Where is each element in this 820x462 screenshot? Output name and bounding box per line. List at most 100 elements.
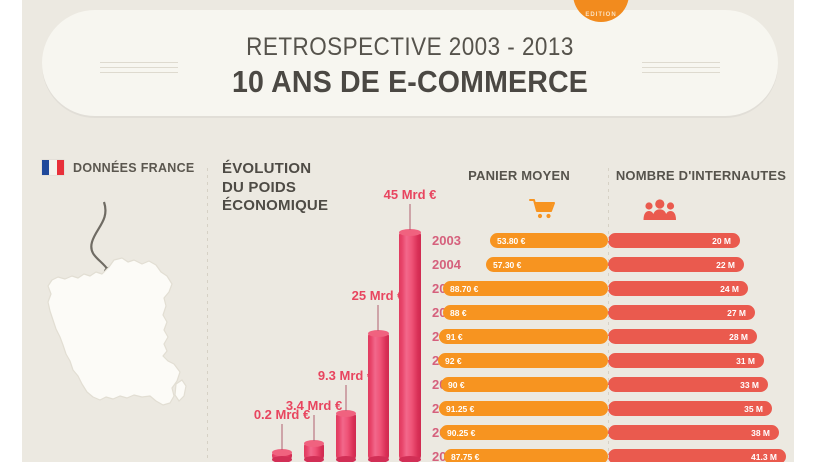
table-row: 201190.25 €38 M bbox=[430, 422, 794, 446]
row-year-label: 2004 bbox=[432, 257, 461, 272]
bar-leader-line bbox=[377, 305, 379, 331]
nombre-internautes-value: 22 M bbox=[716, 259, 735, 270]
table-icon-row bbox=[430, 196, 794, 222]
edition-badge-label: EDITION bbox=[585, 12, 617, 18]
edition-badge: EDITION bbox=[573, 0, 629, 22]
decorative-lines-left bbox=[100, 62, 178, 75]
header-titles: RETROSPECTIVE 2003 - 2013 10 ANS DE E-CO… bbox=[42, 32, 778, 100]
divider-right bbox=[608, 168, 609, 462]
nombre-internautes-value: 33 M bbox=[740, 379, 759, 390]
nombre-internautes-value: 35 M bbox=[744, 403, 763, 414]
divider-left bbox=[207, 168, 208, 462]
people-group-icon bbox=[608, 196, 794, 222]
panier-moyen-bar: 90 € bbox=[441, 377, 608, 392]
panier-moyen-value: 53.80 € bbox=[497, 235, 526, 246]
nombre-internautes-bar: 28 M bbox=[608, 329, 757, 344]
table-row: 200791 €28 M bbox=[430, 326, 794, 350]
nombre-internautes-value: 20 M bbox=[712, 235, 731, 246]
nombre-internautes-value: 27 M bbox=[727, 307, 746, 318]
bar-value-label: 0.2 Mrd € bbox=[253, 407, 311, 422]
panier-moyen-value: 57.30 € bbox=[493, 259, 522, 270]
nombre-internautes-bar: 27 M bbox=[608, 305, 755, 320]
bar-chart: 0.2 Mrd €20033.4 Mrd €20059.3 Mrd €20072… bbox=[222, 160, 436, 462]
france-panel-label: DONNÉES FRANCE bbox=[73, 160, 195, 175]
shopping-cart-icon bbox=[430, 196, 608, 222]
chart-title-line-1: ÉVOLUTION bbox=[222, 160, 312, 177]
bar bbox=[336, 410, 356, 462]
bar-value-label: 9.3 Mrd € bbox=[317, 368, 375, 383]
row-year-label: 2003 bbox=[432, 233, 461, 248]
panier-moyen-bar: 88.70 € bbox=[443, 281, 608, 296]
nombre-internautes-bar: 38 M bbox=[608, 425, 779, 440]
bar-value-label: 3.4 Mrd € bbox=[285, 398, 343, 413]
bar-group: 45 Mrd €2013 bbox=[384, 162, 436, 462]
table-row: 200688 €27 M bbox=[430, 302, 794, 326]
panier-moyen-bar: 57.30 € bbox=[486, 257, 608, 272]
table-row: 2003 53.80 € 20 M bbox=[430, 230, 794, 254]
stats-table: PANIER MOYEN NOMBRE D'INTERNAUTES bbox=[430, 160, 794, 462]
bar-leader-line bbox=[409, 204, 411, 230]
panier-moyen-bar: 87.75 € bbox=[444, 449, 608, 462]
bar-group: 3.4 Mrd €2005 bbox=[286, 373, 342, 462]
bar-value-label: 45 Mrd € bbox=[383, 187, 437, 202]
panier-moyen-value: 88.70 € bbox=[450, 283, 479, 294]
table-row: 201091.25 €35 M bbox=[430, 398, 794, 422]
bar-group: 9.3 Mrd €2007 bbox=[318, 343, 374, 462]
france-map-silhouette bbox=[47, 201, 187, 406]
panier-moyen-value: 87.75 € bbox=[451, 451, 480, 462]
nombre-internautes-bar: 41.3 M bbox=[608, 449, 786, 462]
bar-group: 0.2 Mrd €2003 bbox=[254, 382, 310, 462]
panier-moyen-bar: 92 € bbox=[438, 353, 608, 368]
nombre-internautes-bar: 31 M bbox=[608, 353, 764, 368]
nombre-internautes-value: 38 M bbox=[751, 427, 770, 438]
bar-group: 25 Mrd €2010 bbox=[352, 263, 404, 462]
nombre-internautes-value: 31 M bbox=[736, 355, 755, 366]
panier-moyen-bar: 53.80 € bbox=[490, 233, 608, 248]
france-header: DONNÉES FRANCE bbox=[30, 160, 206, 175]
panier-moyen-bar: 90.25 € bbox=[440, 425, 608, 440]
nombre-internautes-value: 28 M bbox=[729, 331, 748, 342]
nombre-internautes-value: 41.3 M bbox=[751, 451, 777, 462]
header-card: RETROSPECTIVE 2003 - 2013 10 ANS DE E-CO… bbox=[42, 10, 778, 116]
panier-moyen-bar: 91.25 € bbox=[439, 401, 608, 416]
bar-value-label: 25 Mrd € bbox=[351, 288, 405, 303]
nombre-internautes-value: 24 M bbox=[720, 283, 739, 294]
panier-moyen-value: 91.25 € bbox=[446, 403, 475, 414]
column-header-panier-moyen: PANIER MOYEN bbox=[468, 168, 570, 183]
nombre-internautes-bar: 22 M bbox=[608, 257, 744, 272]
table-row: 200588.70 €24 M bbox=[430, 278, 794, 302]
france-panel: DONNÉES FRANCE bbox=[30, 160, 206, 462]
bar-leader-line bbox=[281, 424, 283, 450]
decorative-lines-right bbox=[642, 62, 720, 75]
panier-moyen-value: 88 € bbox=[450, 307, 467, 318]
table-row: 200892 €31 M bbox=[430, 350, 794, 374]
panier-moyen-bar: 91 € bbox=[439, 329, 608, 344]
panier-moyen-value: 91 € bbox=[446, 331, 463, 342]
panier-moyen-value: 92 € bbox=[445, 355, 462, 366]
table-row: 2004 57.30 € 22 M bbox=[430, 254, 794, 278]
panier-moyen-bar: 88 € bbox=[443, 305, 608, 320]
page-title: 10 ANS DE E-COMMERCE bbox=[231, 64, 589, 99]
chart-title-line-2: DU POIDS bbox=[222, 178, 297, 196]
page-subtitle: RETROSPECTIVE 2003 - 2013 bbox=[246, 33, 574, 61]
bar-leader-line bbox=[313, 415, 315, 441]
column-header-nombre-internautes: NOMBRE D'INTERNAUTES bbox=[615, 168, 787, 183]
bar-leader-line bbox=[345, 385, 347, 411]
nombre-internautes-bar: 35 M bbox=[608, 401, 772, 416]
panier-moyen-value: 90.25 € bbox=[447, 427, 476, 438]
table-header-row: PANIER MOYEN NOMBRE D'INTERNAUTES bbox=[430, 168, 794, 183]
bar bbox=[399, 229, 421, 462]
chart-title: ÉVOLUTION DU POIDS ÉCONOMIQUE bbox=[222, 160, 422, 216]
table-row: 201287.75 €41.3 M bbox=[430, 446, 794, 462]
bar bbox=[272, 449, 292, 462]
chart-panel: ÉVOLUTION DU POIDS ÉCONOMIQUE 0.2 Mrd €2… bbox=[222, 160, 436, 462]
nombre-internautes-bar: 20 M bbox=[608, 233, 740, 248]
french-flag-icon bbox=[42, 160, 64, 175]
chart-title-line-3: ÉCONOMIQUE bbox=[222, 197, 329, 214]
nombre-internautes-bar: 24 M bbox=[608, 281, 748, 296]
bar bbox=[304, 440, 324, 462]
bar bbox=[367, 330, 389, 462]
nombre-internautes-bar: 33 M bbox=[608, 377, 768, 392]
